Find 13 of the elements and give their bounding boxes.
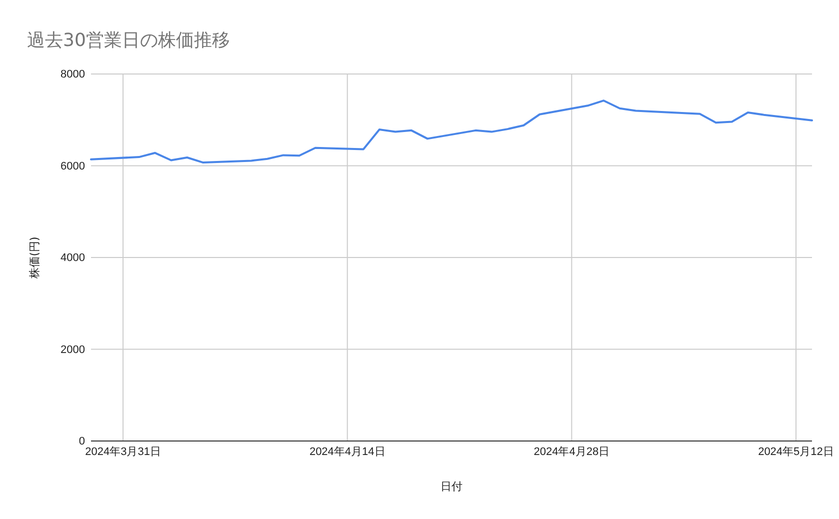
x-tick-label: 2024年4月14日 bbox=[309, 446, 386, 458]
y-tick-label: 4000 bbox=[60, 252, 85, 264]
y-tick-label: 8000 bbox=[60, 68, 85, 81]
chart-title: 過去30営業日の株価推移 bbox=[27, 30, 230, 51]
x-tick-label: 2024年3月31日 bbox=[85, 446, 161, 458]
y-tick-label: 2000 bbox=[60, 344, 85, 356]
y-tick-label: 0 bbox=[78, 436, 85, 448]
x-tick-label: 2024年4月28日 bbox=[534, 446, 610, 458]
line-series bbox=[90, 100, 813, 164]
x-tick-label: 2024年5月12日 bbox=[758, 446, 834, 458]
y-axis-title: 株価(円) bbox=[28, 236, 41, 280]
x-axis-title: 日付 bbox=[440, 480, 462, 493]
y-tick-label: 6000 bbox=[60, 160, 85, 172]
